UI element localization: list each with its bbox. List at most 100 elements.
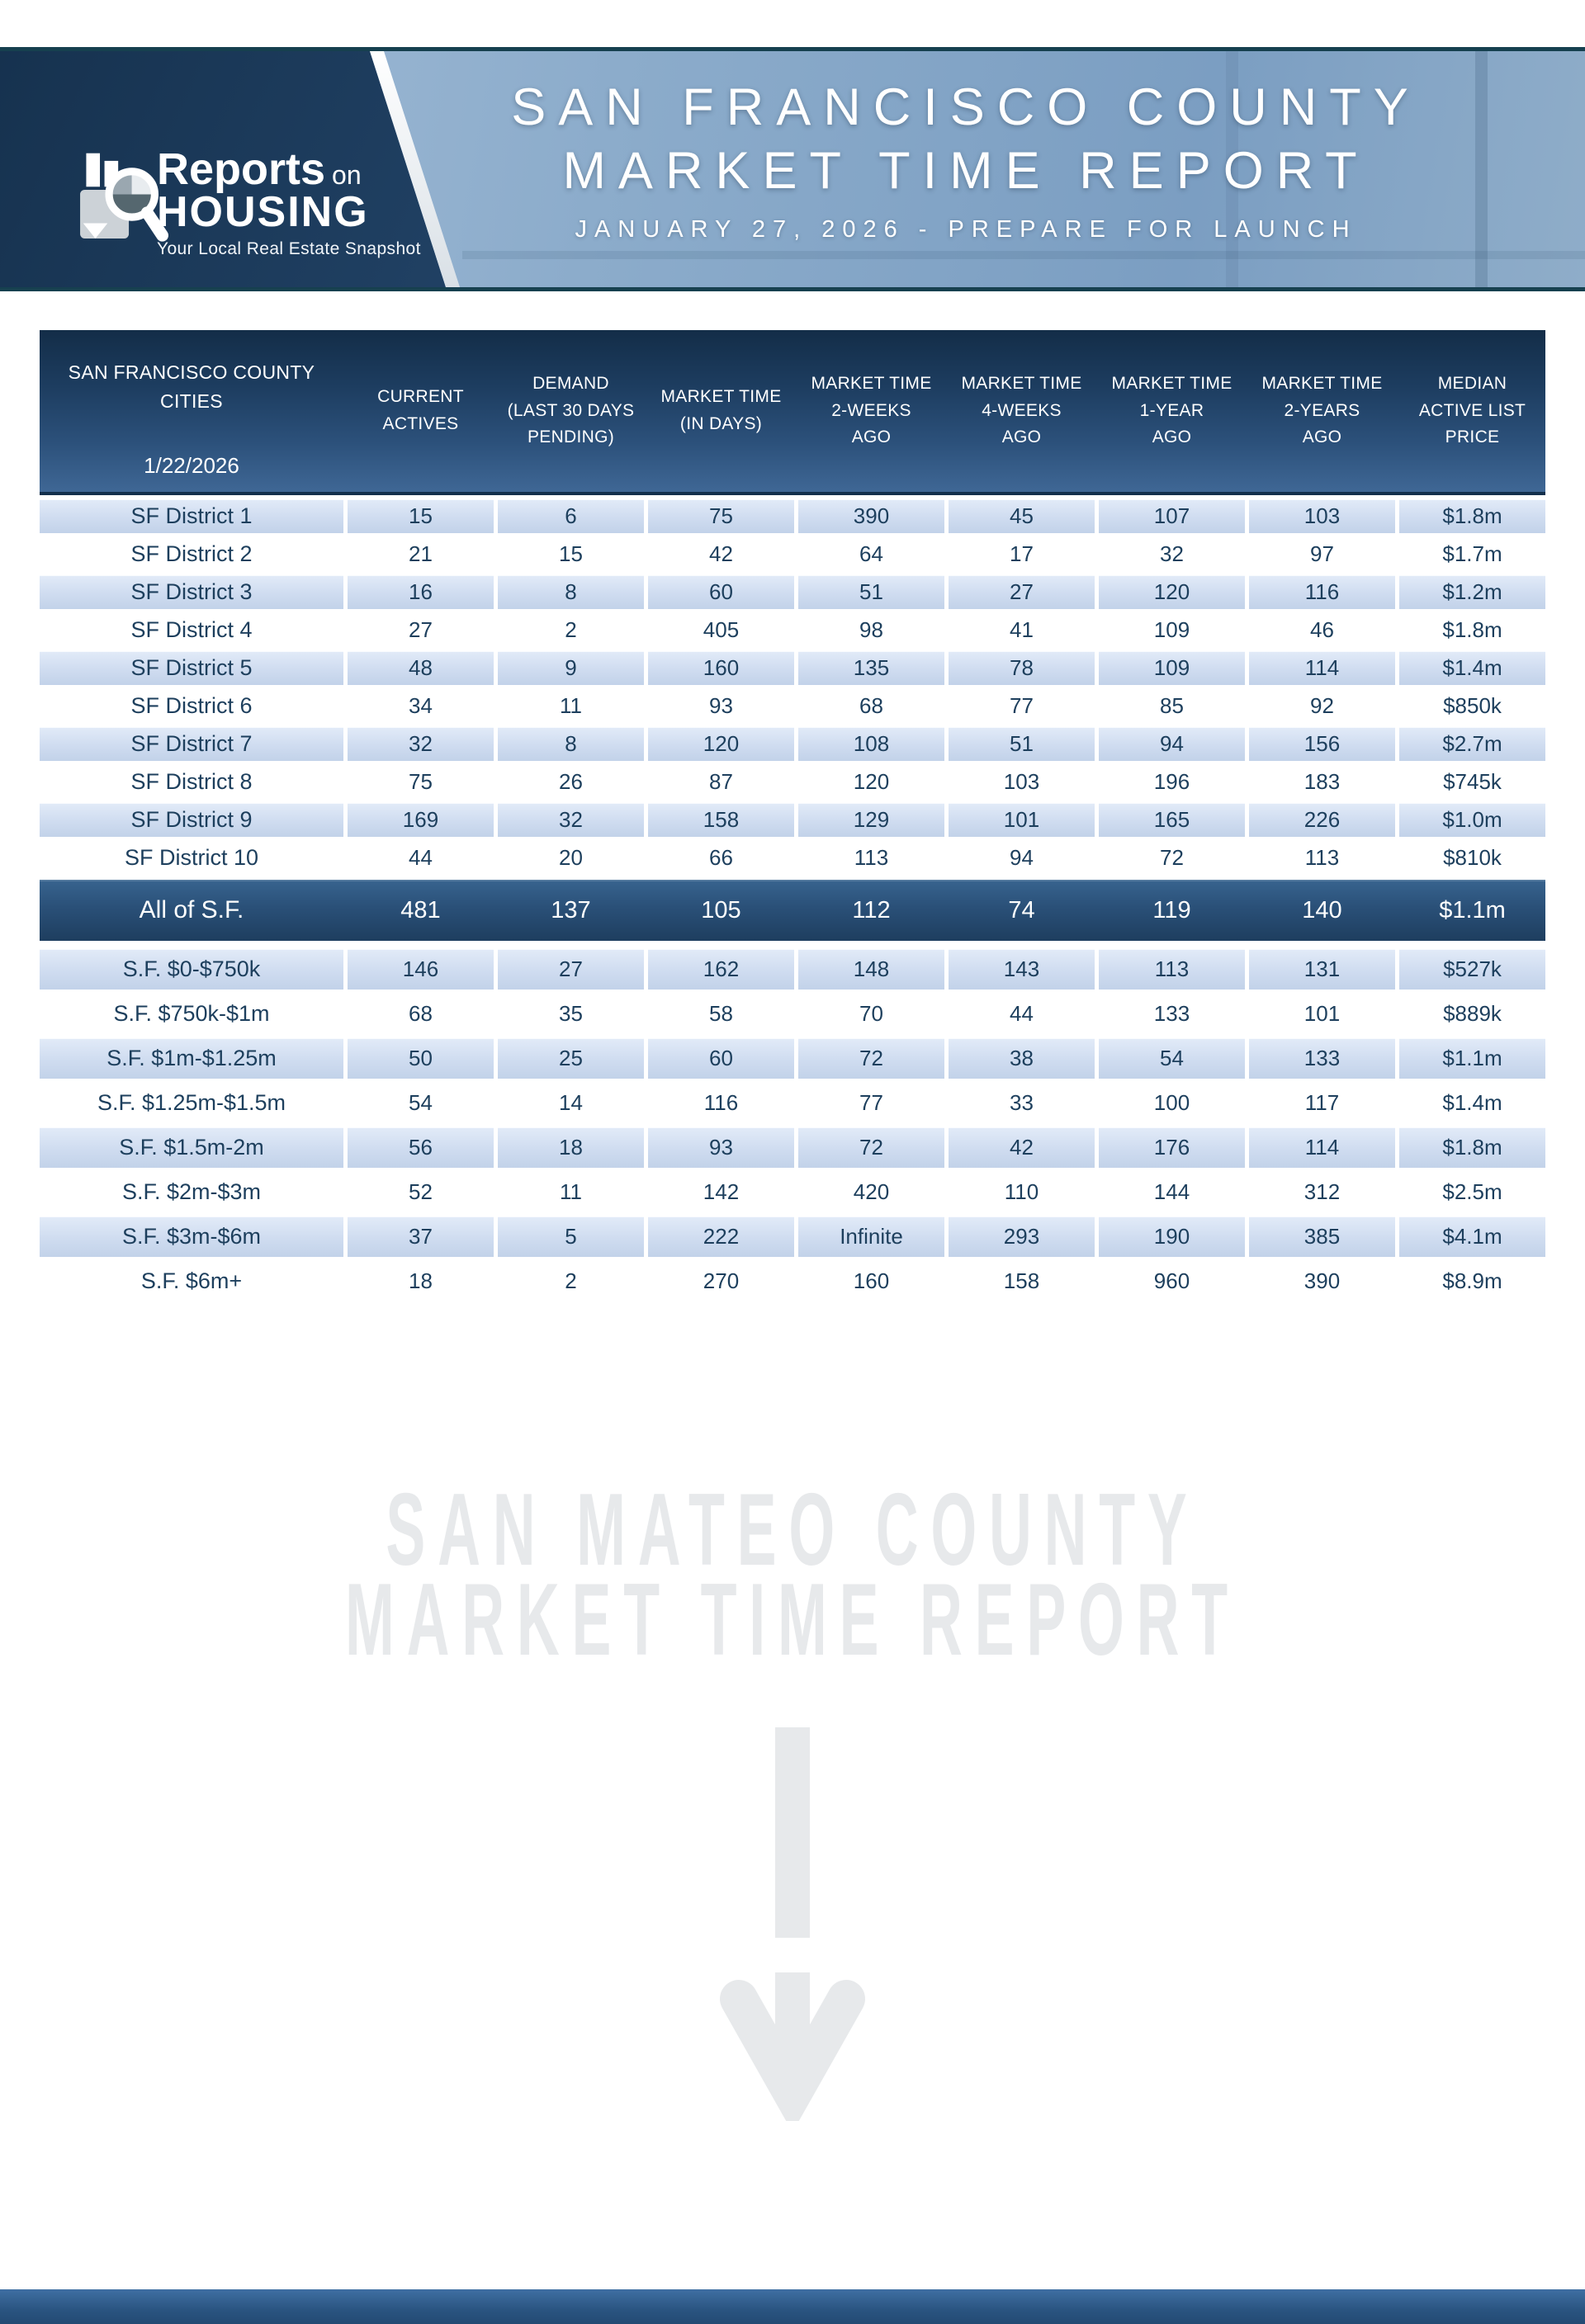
row-value: 158	[648, 803, 794, 837]
row-value: 103	[1249, 499, 1395, 533]
row-label: SF District 2	[130, 541, 253, 566]
row-label: S.F. $2m-$3m	[121, 1179, 262, 1204]
row-value: 420	[853, 1179, 890, 1204]
row-value: 41	[1010, 617, 1034, 642]
summary-value: 105	[701, 896, 741, 923]
row-value: 146	[348, 949, 494, 990]
row-value: 50	[348, 1038, 494, 1079]
table-row: SF District 1 15 6 75 390 45 107 103 $1.8m	[40, 499, 1545, 533]
row-value: 113	[1099, 949, 1245, 990]
row-value: 162	[648, 949, 794, 990]
row-value: 143	[949, 949, 1095, 990]
row-value: 44	[1010, 1001, 1034, 1026]
row-value: 405	[703, 617, 740, 642]
row-value: 6	[498, 499, 644, 533]
row-value: 5	[498, 1216, 644, 1257]
row-value: 72	[1160, 845, 1184, 870]
row-value: $4.1m	[1399, 1216, 1545, 1257]
row-value: 8	[498, 727, 644, 761]
magnifier-pie-chart-icon	[80, 153, 168, 242]
row-value: 312	[1303, 1179, 1341, 1204]
row-value: $810k	[1443, 845, 1502, 870]
row-value: 51	[949, 727, 1095, 761]
header-banner: Reports on HOUSING Your Local Real Estate…	[0, 47, 1585, 291]
row-value: 68	[409, 1001, 433, 1026]
row-value: 97	[1310, 541, 1334, 566]
logo-tagline: Your Local Real Estate Snapshot	[157, 239, 421, 258]
row-value: 77	[859, 1090, 883, 1115]
row-value: 133	[1153, 1001, 1190, 1026]
row-value: 68	[859, 693, 883, 718]
summary-value: 137	[551, 896, 591, 923]
row-value: 34	[409, 693, 433, 718]
row-value: 390	[798, 499, 944, 533]
row-value: 17	[1010, 541, 1034, 566]
row-value: 48	[348, 651, 494, 685]
row-value: 390	[1303, 1268, 1341, 1293]
table-row: SF District 9 169 32 158 129 101 165 226 $1.0m	[40, 803, 1545, 837]
row-value: $1.4m	[1399, 651, 1545, 685]
row-label: S.F. $6m+	[140, 1268, 243, 1293]
report-title-block: SAN FRANCISCO COUNTY MARKET TIME REPORT …	[462, 76, 1469, 243]
row-value: 60	[648, 575, 794, 609]
row-value: 133	[1249, 1038, 1395, 1079]
column-header-cities: SAN FRANCISCO COUNTY CITIES 1/22/2026	[40, 330, 343, 492]
row-value: 72	[798, 1038, 944, 1079]
row-value: $745k	[1443, 769, 1502, 794]
row-value: 113	[854, 845, 889, 870]
summary-value: 119	[1152, 896, 1191, 923]
row-value: 148	[798, 949, 944, 990]
row-value: 15	[559, 541, 583, 566]
row-value: 46	[1310, 617, 1334, 642]
row-value: 109	[1099, 651, 1245, 685]
column-header: MEDIAN ACTIVE LIST PRICE	[1418, 374, 1526, 447]
row-label: SF District 7	[40, 727, 343, 761]
row-value: 129	[798, 803, 944, 837]
table-row: S.F. $1.5m-2m 56 18 93 72 42 176 114 $1.8m	[40, 1127, 1545, 1168]
row-value: 52	[409, 1179, 433, 1204]
row-value: 16	[348, 575, 494, 609]
summary-value: 74	[1008, 896, 1035, 923]
row-value: 8	[498, 575, 644, 609]
summary-label: All of S.F.	[139, 896, 244, 923]
row-value: 11	[560, 693, 582, 718]
row-label: SF District 1	[40, 499, 343, 533]
cities-header-title: SAN FRANCISCO COUNTY CITIES	[68, 361, 315, 412]
row-value: 15	[348, 499, 494, 533]
table-row: SF District 10 44 20 66 113 94 72 113 $810k	[40, 841, 1545, 875]
row-value: 222	[648, 1216, 794, 1257]
row-value: 54	[1099, 1038, 1245, 1079]
row-value: 58	[709, 1001, 733, 1026]
report-title-line1: SAN FRANCISCO COUNTY	[511, 78, 1421, 136]
row-value: 21	[409, 541, 433, 566]
bridge-deck-decoration	[462, 251, 1585, 259]
page-footer-bar	[0, 2289, 1585, 2324]
row-value: 85	[1160, 693, 1184, 718]
row-value: 60	[648, 1038, 794, 1079]
logo-word-housing: HOUSING	[157, 188, 369, 236]
row-value: $1.4m	[1442, 1090, 1502, 1115]
row-value: 42	[709, 541, 733, 566]
row-value: 20	[559, 845, 583, 870]
row-value: 98	[859, 617, 883, 642]
row-value: 144	[1153, 1179, 1190, 1204]
row-value: Infinite	[798, 1216, 944, 1257]
summary-value: 481	[400, 896, 441, 923]
row-value: 114	[1249, 1127, 1395, 1168]
row-value: 94	[1099, 727, 1245, 761]
row-value: 38	[949, 1038, 1095, 1079]
row-value: 18	[409, 1268, 433, 1293]
row-value: $1.8m	[1442, 617, 1502, 642]
row-value: 9	[498, 651, 644, 685]
column-header: DEMAND (LAST 30 DAYS PENDING)	[507, 374, 635, 447]
row-value: 14	[559, 1090, 583, 1115]
row-value: 158	[1003, 1268, 1040, 1293]
table-row: SF District 4 27 2 405 98 41 109 46 $1.8m	[40, 613, 1545, 647]
row-value: 196	[1153, 769, 1190, 794]
row-value: 66	[709, 845, 733, 870]
row-value: $8.9m	[1442, 1268, 1502, 1293]
row-value: 64	[859, 541, 883, 566]
banner-left-panel	[0, 51, 446, 287]
summary-value: 112	[852, 896, 891, 923]
